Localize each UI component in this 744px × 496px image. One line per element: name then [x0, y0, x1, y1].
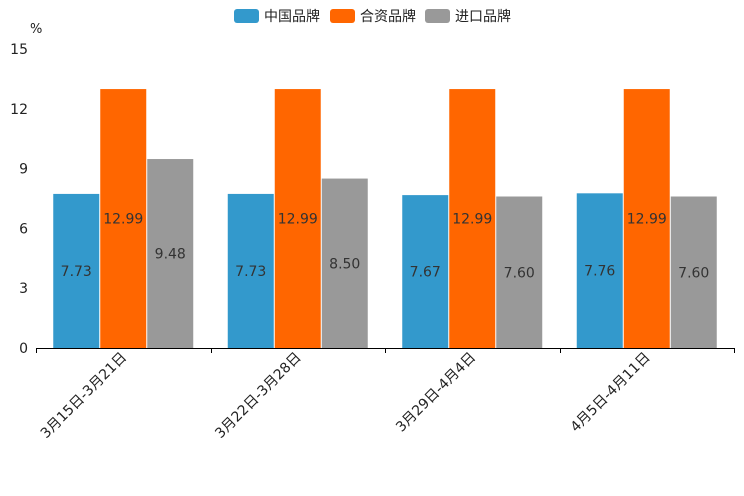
bar-value-label: 12.99	[103, 212, 143, 228]
x-tick-label: 3月29日-4月4日	[393, 350, 479, 436]
legend-label-2: 进口品牌	[455, 8, 511, 25]
y-tick-label: 15	[10, 42, 28, 58]
legend-swatch-0	[234, 9, 259, 23]
y-tick-label: 9	[19, 162, 28, 178]
bar-1-1	[274, 89, 321, 348]
bar-2-3	[670, 196, 717, 348]
bar-value-label: 12.99	[627, 212, 667, 228]
bar-0-3	[576, 193, 623, 348]
bar-0-1	[227, 193, 274, 348]
bar-value-label: 7.73	[235, 264, 266, 280]
bars: 7.73 12.99 9.48 7.73 12.99 8.50 7.67 12.99 7.60 7…	[53, 89, 717, 348]
y-tick-label: 0	[19, 341, 28, 357]
x-tick-label: 3月22日-3月28日	[212, 350, 304, 442]
bar-value-label: 12.99	[452, 212, 492, 228]
y-axis-unit: %	[30, 22, 42, 37]
bar-value-label: 7.73	[61, 264, 92, 280]
bar-1-0	[100, 89, 147, 348]
bar-value-label: 7.60	[504, 265, 535, 281]
y-tick-label: 3	[19, 281, 28, 297]
bar-value-label: 12.99	[278, 212, 318, 228]
x-tick-label: 4月5日-4月11日	[568, 350, 654, 436]
y-tick-label: 12	[10, 102, 28, 118]
bar-0-0	[53, 193, 100, 348]
bar-2-2	[496, 196, 543, 348]
legend: 中国品牌 合资品牌 进口品牌	[234, 8, 511, 25]
x-axis: 3月15日-3月21日 3月22日-3月28日 3月29日-4月4日 4月5日-4月1…	[36, 348, 735, 442]
bar-0-2	[402, 195, 449, 348]
bar-value-label: 7.67	[410, 265, 441, 281]
legend-swatch-2	[425, 9, 450, 23]
legend-swatch-1	[330, 9, 355, 23]
legend-label-0: 中国品牌	[264, 8, 320, 25]
bar-value-label: 7.76	[584, 264, 615, 280]
x-tick-label: 3月15日-3月21日	[38, 350, 130, 442]
y-tick-label: 6	[19, 221, 28, 237]
bar-2-0	[147, 159, 194, 348]
bar-value-label: 8.50	[329, 256, 360, 272]
bar-2-1	[321, 178, 368, 348]
legend-label-1: 合资品牌	[360, 8, 416, 25]
bar-value-label: 7.60	[678, 265, 709, 281]
bar-value-label: 9.48	[155, 247, 186, 263]
bar-1-2	[449, 89, 496, 348]
bar-1-3	[623, 89, 670, 348]
y-axis: 0 3 6 9 12 15	[10, 42, 28, 357]
